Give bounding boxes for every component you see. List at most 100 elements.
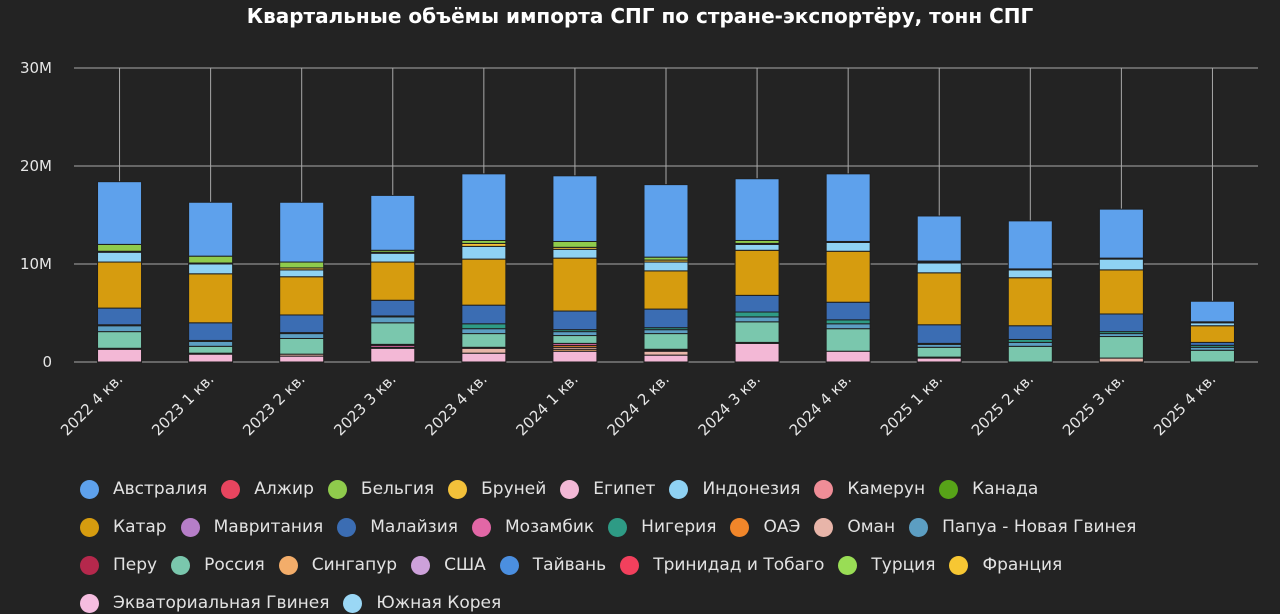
bar-segment[interactable]	[370, 316, 416, 324]
bar-segment[interactable]	[370, 322, 416, 345]
bar-segment[interactable]	[279, 355, 325, 363]
legend-item[interactable]: Экваториальная Гвинея	[80, 592, 329, 614]
legend-item[interactable]: Франция	[949, 554, 1062, 576]
legend-item[interactable]: Перу	[80, 554, 157, 576]
legend-item[interactable]: Оман	[814, 516, 895, 538]
bar-segment[interactable]	[370, 299, 416, 317]
legend-item[interactable]: Мавритания	[180, 516, 323, 538]
bar-stack[interactable]	[643, 184, 689, 363]
bar-stack[interactable]	[188, 201, 234, 363]
bar-segment[interactable]	[734, 243, 780, 251]
bar-segment[interactable]	[916, 357, 962, 363]
bar-segment[interactable]	[1007, 325, 1053, 340]
bar-segment[interactable]	[461, 173, 507, 241]
bar-segment[interactable]	[279, 201, 325, 263]
bar-segment[interactable]	[825, 250, 871, 303]
bar-segment[interactable]	[370, 252, 416, 263]
bar-segment[interactable]	[916, 346, 962, 358]
bar-segment[interactable]	[1007, 345, 1053, 363]
legend-item[interactable]: Тайвань	[499, 554, 606, 576]
bar-segment[interactable]	[552, 248, 598, 259]
bar-segment[interactable]	[188, 340, 234, 347]
bar-segment[interactable]	[552, 257, 598, 312]
bar-segment[interactable]	[370, 347, 416, 363]
bar-segment[interactable]	[370, 261, 416, 301]
bar-segment[interactable]	[279, 333, 325, 339]
bar-segment[interactable]	[1098, 313, 1144, 333]
legend-item[interactable]: Малайзия	[337, 516, 458, 538]
bar-stack[interactable]	[1189, 300, 1235, 363]
bar-segment[interactable]	[552, 331, 598, 337]
bar-segment[interactable]	[1098, 269, 1144, 315]
bar-segment[interactable]	[461, 347, 507, 354]
legend-item[interactable]: Папуа - Новая Гвинея	[909, 516, 1136, 538]
bar-segment[interactable]	[552, 350, 598, 363]
bar-segment[interactable]	[825, 173, 871, 242]
bar-segment[interactable]	[1098, 258, 1144, 271]
bar-segment[interactable]	[1098, 208, 1144, 259]
bar-segment[interactable]	[734, 249, 780, 296]
bar-segment[interactable]	[552, 240, 598, 248]
bar-segment[interactable]	[370, 194, 416, 251]
bar-segment[interactable]	[188, 322, 234, 341]
bar-segment[interactable]	[1007, 220, 1053, 270]
legend-item[interactable]: Египет	[560, 478, 655, 500]
bar-segment[interactable]	[461, 245, 507, 260]
bar-stack[interactable]	[825, 173, 871, 363]
bar-segment[interactable]	[643, 333, 689, 350]
bar-segment[interactable]	[97, 251, 143, 263]
bar-segment[interactable]	[279, 276, 325, 316]
bar-stack[interactable]	[1007, 220, 1053, 363]
bar-segment[interactable]	[461, 328, 507, 335]
bar-segment[interactable]	[916, 272, 962, 326]
bar-segment[interactable]	[97, 348, 143, 363]
bar-segment[interactable]	[916, 262, 962, 274]
legend-item[interactable]: Катар	[80, 516, 167, 538]
bar-segment[interactable]	[279, 314, 325, 334]
bar-segment[interactable]	[279, 337, 325, 355]
bar-segment[interactable]	[734, 316, 780, 323]
bar-segment[interactable]	[734, 342, 780, 363]
bar-segment[interactable]	[825, 301, 871, 321]
bar-segment[interactable]	[188, 263, 234, 275]
bar-segment[interactable]	[279, 269, 325, 278]
bar-stack[interactable]	[370, 194, 416, 363]
bar-segment[interactable]	[734, 178, 780, 241]
bar-segment[interactable]	[1007, 269, 1053, 279]
legend-item[interactable]: Россия	[171, 554, 265, 576]
bar-segment[interactable]	[188, 255, 234, 264]
bar-segment[interactable]	[1007, 277, 1053, 327]
bar-segment[interactable]	[643, 329, 689, 335]
bar-segment[interactable]	[825, 319, 871, 325]
legend-item[interactable]: Турция	[838, 554, 935, 576]
bar-segment[interactable]	[552, 335, 598, 344]
bar-segment[interactable]	[188, 201, 234, 257]
bar-segment[interactable]	[734, 311, 780, 318]
bar-segment[interactable]	[825, 323, 871, 330]
legend-item[interactable]: Бруней	[448, 478, 546, 500]
legend-item[interactable]: Мозамбик	[472, 516, 594, 538]
bar-segment[interactable]	[643, 308, 689, 329]
bar-segment[interactable]	[97, 243, 143, 252]
bar-segment[interactable]	[1007, 341, 1053, 347]
bar-stack[interactable]	[916, 215, 962, 363]
bar-segment[interactable]	[188, 353, 234, 363]
bar-segment[interactable]	[97, 325, 143, 333]
bar-segment[interactable]	[188, 273, 234, 324]
bar-segment[interactable]	[916, 215, 962, 262]
bar-segment[interactable]	[643, 354, 689, 363]
bar-stack[interactable]	[461, 173, 507, 363]
bar-segment[interactable]	[916, 324, 962, 344]
bar-segment[interactable]	[643, 270, 689, 310]
legend-item[interactable]: Южная Корея	[343, 592, 501, 614]
bar-segment[interactable]	[97, 181, 143, 245]
bar-segment[interactable]	[825, 241, 871, 252]
bar-stack[interactable]	[279, 201, 325, 363]
legend-item[interactable]: ОАЭ	[730, 516, 800, 538]
bar-segment[interactable]	[643, 350, 689, 356]
bar-segment[interactable]	[1098, 357, 1144, 363]
bar-stack[interactable]	[734, 178, 780, 363]
bar-stack[interactable]	[552, 175, 598, 363]
bar-segment[interactable]	[1189, 325, 1235, 343]
bar-segment[interactable]	[825, 328, 871, 352]
